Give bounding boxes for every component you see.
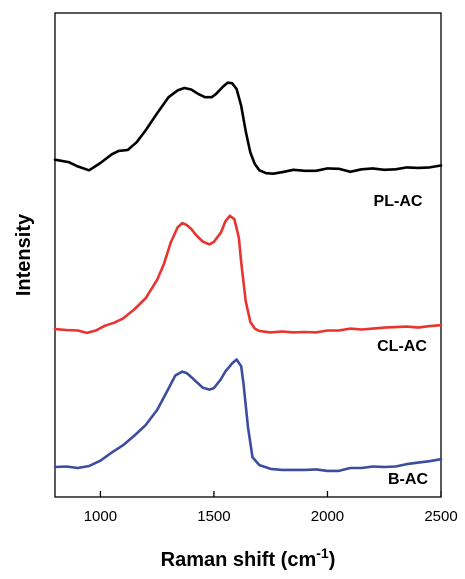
x-axis-title-main: Raman shift (cm (161, 549, 317, 571)
x-axis-title: Raman shift (cm-1) (161, 545, 336, 571)
x-axis-title-end: ) (329, 549, 336, 571)
series-group (53, 81, 443, 473)
series-line-pl-ac (53, 81, 443, 175)
x-axis-ticks: 1000 1500 2000 2500 (84, 491, 458, 525)
series-label-cl-ac: CL-AC (377, 338, 427, 355)
x-tick-label: 2000 (311, 508, 344, 525)
x-tick-label: 2500 (424, 508, 457, 525)
x-tick-label: 1500 (197, 508, 230, 525)
series-label-pl-ac: PL-AC (374, 193, 423, 210)
series-line-b-ac (53, 358, 443, 473)
plot-frame (54, 12, 442, 498)
x-axis-title-sup: -1 (316, 545, 329, 561)
series-labels: PL-AC CL-AC B-AC (374, 193, 429, 488)
series-line-cl-ac (53, 214, 443, 335)
series-label-b-ac: B-AC (388, 471, 428, 488)
y-axis-title: Intensity (13, 213, 35, 296)
x-tick-label: 1000 (84, 508, 117, 525)
